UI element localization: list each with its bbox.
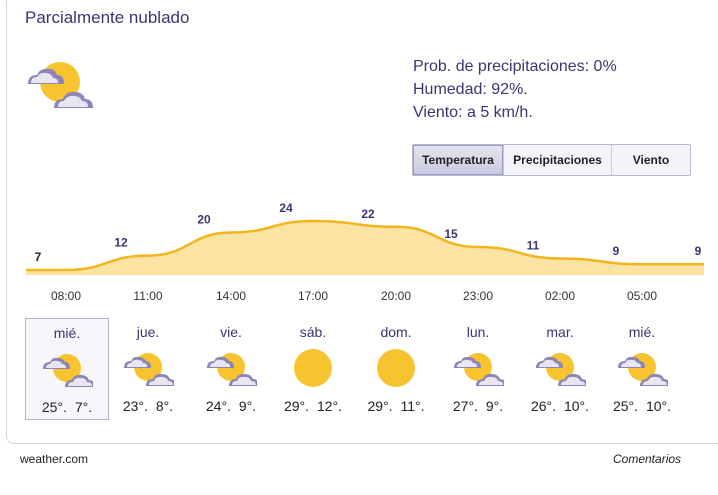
time-label: 05:00 [626,289,658,303]
sun-cloud-icon [205,348,259,388]
comments-link[interactable]: Comentarios [613,452,682,466]
time-label: 02:00 [544,289,576,303]
time-label: 23:00 [462,289,494,303]
day-temps: 25°. 10°. [601,398,683,414]
time-label: 20:00 [380,289,412,303]
day-temps: 29°. 12°. [272,398,354,414]
temp-data-label: 12 [114,236,128,250]
high-temp: 29°. [283,398,310,414]
low-temp: 7°. [74,399,93,415]
high-temp: 23°. [122,398,148,414]
temperature-chart: 7 12 20 24 22 15 11 9 9 [25,201,704,275]
temp-data-label: 11 [527,238,540,252]
time-label: 11:00 [133,289,163,303]
tab-temperatura[interactable]: Temperatura [413,145,503,175]
tab-precipitaciones[interactable]: Precipitaciones [503,145,611,175]
day-temps: 26°. 10°. [519,398,601,414]
day-name: mié. [53,325,81,341]
current-condition: Parcialmente nublado [25,8,190,27]
temp-data-label: 7 [35,250,42,264]
high-temp: 27°. [452,398,478,414]
sun-cloud-icon [534,348,588,388]
sun-cloud-icon [452,348,506,388]
chart-tabs: Temperatura Precipitaciones Viento [412,144,691,176]
low-temp: 8°. [155,398,174,414]
time-label: 08:00 [50,289,82,303]
high-temp: 29°. [367,398,393,414]
sun-icon [287,348,339,388]
temp-data-label: 9 [613,244,620,258]
temperature-area [26,221,704,275]
day-name: mar. [546,324,574,340]
source-label: weather.com [20,452,89,466]
low-temp: 12°. [316,398,342,414]
day-temps: 25°. 7°. [26,399,108,415]
wind: Viento: a 5 km/h. [413,104,533,121]
day-forecast[interactable]: sáb. 29°. 12°. [272,318,354,418]
time-label: 14:00 [215,289,247,303]
low-temp: 11°. [400,398,425,414]
day-forecast[interactable]: vie. 24°. 9°. [190,318,272,418]
day-forecast[interactable]: mié. 25°. 10°. [601,318,683,418]
day-name: sáb. [299,324,327,340]
day-name: dom. [380,324,412,340]
temperature-line [25,219,704,272]
sun-cloud-icon [28,62,93,108]
temp-data-label: 9 [695,244,702,258]
sun-cloud-icon [41,349,95,389]
temp-data-label: 15 [444,227,458,241]
sun-icon [370,348,422,388]
day-temps: 29°. 11°. [355,398,437,414]
high-temp: 26°. [530,398,557,414]
day-name: lun. [466,324,490,340]
low-temp: 10°. [563,398,589,414]
temp-data-label: 24 [279,201,293,215]
day-temps: 27°. 9°. [437,398,519,414]
day-name: vie. [220,324,242,340]
low-temp: 9°. [238,398,257,414]
tab-viento[interactable]: Viento [611,145,690,175]
humidity: Humedad: 92%. [413,81,528,98]
high-temp: 25°. [612,398,639,414]
sun-cloud-icon [122,348,176,388]
day-name: mié. [628,324,656,340]
time-label: 17:00 [297,289,329,303]
temp-data-label: 20 [197,213,211,227]
low-temp: 9°. [485,398,504,414]
day-name: jue. [136,324,160,340]
day-forecast[interactable]: jue. 23°. 8°. [107,318,189,418]
high-temp: 24°. [205,398,231,414]
current-details: Prob. de precipitaciones: 0% Humedad: 92… [413,55,617,124]
day-forecast[interactable]: dom. 29°. 11°. [355,318,437,418]
sun-cloud-icon [616,348,670,388]
temp-data-label: 22 [361,207,375,221]
low-temp: 10°. [645,398,671,414]
day-forecast[interactable]: mié. 25°. 7°. [25,318,109,420]
day-temps: 24°. 9°. [190,398,272,414]
precip-probability: Prob. de precipitaciones: 0% [413,58,617,75]
weather-card [6,0,718,444]
day-forecast[interactable]: lun. 27°. 9°. [437,318,519,418]
high-temp: 25°. [41,399,67,415]
day-forecast[interactable]: mar. 26°. 10°. [519,318,601,418]
day-temps: 23°. 8°. [107,398,189,414]
